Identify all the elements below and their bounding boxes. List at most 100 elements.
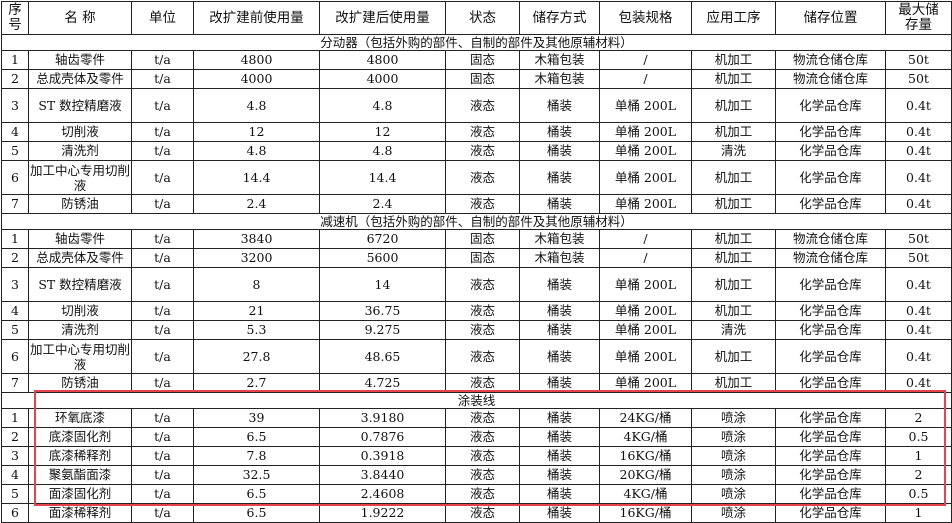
table-row: 3 ST 数控精磨液 t/a 4.8 4.8 液态 桶装 单桶 200L 机加工 化学品仓库 0.4… <box>1 88 952 123</box>
row-index-cell: 7 <box>1 373 29 393</box>
max-storage-cell: 0.4t <box>885 373 952 393</box>
material-name-cell: 轴齿零件 <box>28 229 132 249</box>
row-index-cell: 5 <box>1 320 29 340</box>
process-cell: 机加工 <box>691 339 776 374</box>
usage-before-cell: 14.4 <box>193 160 320 195</box>
row-index-cell: 6 <box>1 339 29 374</box>
storage-method-cell: 木箱包装 <box>519 50 600 70</box>
state-cell: 液态 <box>445 446 520 466</box>
max-storage-cell: 0.5 <box>885 427 952 447</box>
package-spec-cell: 16KG/桶 <box>599 446 692 466</box>
usage-after-cell: 3.8440 <box>319 465 446 485</box>
usage-after-cell: 14 <box>319 267 446 302</box>
state-cell: 液态 <box>445 503 520 523</box>
row-index-cell: 5 <box>1 484 29 504</box>
material-name-cell: 防锈油 <box>28 373 132 393</box>
row-index-cell: 3 <box>1 88 29 123</box>
section-title: 分动器（包括外购的部件、自制的部件及其他原辅材料） <box>1 34 952 51</box>
max-storage-cell: 0.5 <box>885 484 952 504</box>
section-title: 减速机（包括外购的部件、自制的部件及其他原辅材料） <box>1 213 952 230</box>
storage-location-cell: 物流仓储仓库 <box>775 229 886 249</box>
usage-before-cell: 2.4 <box>193 194 320 214</box>
storage-location-cell: 化学品仓库 <box>775 88 886 123</box>
header-text: 最大储 存量 <box>898 2 939 33</box>
usage-after-cell: 2.4608 <box>319 484 446 504</box>
process-cell: 机加工 <box>691 194 776 214</box>
unit-cell: t/a <box>131 408 194 428</box>
unit-cell: t/a <box>131 194 194 214</box>
unit-cell: t/a <box>131 248 194 268</box>
usage-before-cell: 12 <box>193 122 320 142</box>
header-max-storage: 最大储 存量 <box>885 1 952 35</box>
process-cell: 机加工 <box>691 267 776 302</box>
storage-location-cell: 化学品仓库 <box>775 484 886 504</box>
unit-cell: t/a <box>131 484 194 504</box>
storage-location-cell: 化学品仓库 <box>775 141 886 161</box>
table-row: 4 聚氨酯面漆 t/a 32.5 3.8440 液态 桶装 20KG/桶 喷涂 化学品仓库 2 <box>1 465 952 485</box>
max-storage-cell: 0.4t <box>885 141 952 161</box>
state-cell: 液态 <box>445 160 520 195</box>
state-cell: 液态 <box>445 484 520 504</box>
unit-cell: t/a <box>131 339 194 374</box>
usage-before-cell: 6.5 <box>193 484 320 504</box>
state-cell: 液态 <box>445 301 520 321</box>
row-index-cell: 1 <box>1 408 29 428</box>
package-spec-cell: 24KG/桶 <box>599 408 692 428</box>
state-cell: 液态 <box>445 373 520 393</box>
state-cell: 液态 <box>445 122 520 142</box>
row-index-cell: 5 <box>1 141 29 161</box>
material-name-cell: 加工中心专用切削液 <box>28 160 132 195</box>
row-index-cell: 6 <box>1 160 29 195</box>
state-cell: 液态 <box>445 267 520 302</box>
row-index-cell: 7 <box>1 194 29 214</box>
process-cell: 喷涂 <box>691 446 776 466</box>
package-spec-cell: / <box>599 229 692 249</box>
usage-after-cell: 12 <box>319 122 446 142</box>
header-usage-after: 改扩建后使用量 <box>319 1 446 35</box>
usage-before-cell: 6.5 <box>193 503 320 523</box>
table-row: 4 切削液 t/a 21 36.75 液态 桶装 单桶 200L 机加工 化学品仓库 0.4t <box>1 301 952 321</box>
storage-method-cell: 桶装 <box>519 88 600 123</box>
max-storage-cell: 0.4t <box>885 339 952 374</box>
material-name-cell: 总成壳体及零件 <box>28 69 132 89</box>
package-spec-cell: / <box>599 69 692 89</box>
usage-after-cell: 0.7876 <box>319 427 446 447</box>
max-storage-cell: 50t <box>885 69 952 89</box>
unit-cell: t/a <box>131 141 194 161</box>
storage-method-cell: 桶装 <box>519 141 600 161</box>
max-storage-cell: 0.4t <box>885 122 952 142</box>
usage-before-cell: 4800 <box>193 50 320 70</box>
storage-location-cell: 化学品仓库 <box>775 465 886 485</box>
unit-cell: t/a <box>131 320 194 340</box>
storage-method-cell: 桶装 <box>519 465 600 485</box>
storage-location-cell: 物流仓储仓库 <box>775 50 886 70</box>
unit-cell: t/a <box>131 503 194 523</box>
max-storage-cell: 0.4t <box>885 88 952 123</box>
unit-cell: t/a <box>131 50 194 70</box>
usage-before-cell: 3200 <box>193 248 320 268</box>
header-usage-before: 改扩建前使用量 <box>193 1 320 35</box>
storage-location-cell: 化学品仓库 <box>775 503 886 523</box>
storage-location-cell: 化学品仓库 <box>775 373 886 393</box>
section-row: 涂装线 <box>1 392 952 409</box>
package-spec-cell: / <box>599 248 692 268</box>
storage-method-cell: 桶装 <box>519 320 600 340</box>
material-name-cell: 防锈油 <box>28 194 132 214</box>
unit-cell: t/a <box>131 465 194 485</box>
header-index: 序号 <box>1 1 29 35</box>
usage-before-cell: 32.5 <box>193 465 320 485</box>
storage-location-cell: 化学品仓库 <box>775 408 886 428</box>
process-cell: 清洗 <box>691 141 776 161</box>
storage-method-cell: 桶装 <box>519 267 600 302</box>
material-name-cell: 总成壳体及零件 <box>28 248 132 268</box>
storage-method-cell: 桶装 <box>519 122 600 142</box>
usage-before-cell: 4.8 <box>193 141 320 161</box>
header-package-spec: 包装规格 <box>599 1 692 35</box>
state-cell: 液态 <box>445 194 520 214</box>
process-cell: 机加工 <box>691 248 776 268</box>
max-storage-cell: 50t <box>885 229 952 249</box>
row-index-cell: 4 <box>1 122 29 142</box>
storage-method-cell: 桶装 <box>519 408 600 428</box>
header-text: 序号 <box>8 2 22 33</box>
table-row: 5 清洗剂 t/a 5.3 9.275 液态 桶装 单桶 200L 清洗 化学品仓库 0.4t <box>1 320 952 340</box>
